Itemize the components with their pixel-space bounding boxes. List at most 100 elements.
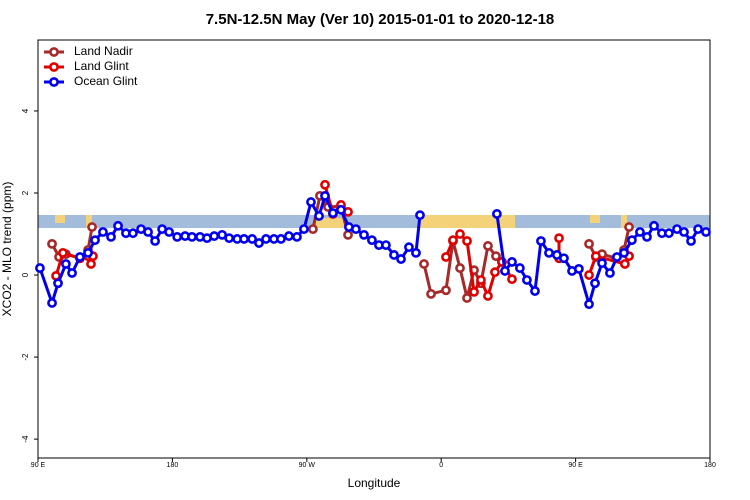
land-mask-band <box>38 215 710 228</box>
data-point <box>320 179 330 190</box>
data-point <box>490 267 500 278</box>
data-point <box>83 247 93 258</box>
data-point <box>58 247 68 258</box>
land-patch <box>316 218 346 228</box>
data-point <box>559 253 569 264</box>
land-patch <box>55 215 65 223</box>
land-patch <box>590 215 600 223</box>
legend-swatch <box>49 62 59 72</box>
y-tick-label: 2 <box>21 190 30 195</box>
data-point <box>612 252 622 262</box>
data-point <box>411 247 421 258</box>
data-point <box>320 190 330 201</box>
data-point <box>247 234 258 244</box>
data-point <box>164 227 175 237</box>
data-point <box>404 242 414 253</box>
data-point <box>619 247 629 258</box>
data-point <box>47 298 57 308</box>
data-point <box>441 285 451 296</box>
data-point <box>113 220 123 231</box>
legend-swatch <box>49 77 59 87</box>
data-point <box>664 228 674 239</box>
x-tick-label: 180 <box>167 462 179 469</box>
data-point <box>591 251 601 262</box>
data-point <box>514 263 525 273</box>
x-tick-label: 90 W <box>299 462 316 469</box>
data-point <box>47 238 57 249</box>
data-point <box>299 224 309 235</box>
data-point <box>554 233 564 244</box>
land-patch <box>420 215 515 228</box>
land-patch <box>86 215 92 228</box>
data-point <box>396 254 406 264</box>
data-point <box>67 268 77 278</box>
data-point <box>701 227 711 237</box>
legend-swatch <box>49 47 59 57</box>
data-point <box>448 235 458 246</box>
land-patch <box>621 215 627 228</box>
plot-frame <box>37 39 711 459</box>
legend-label: Ocean Glint <box>74 74 138 88</box>
data-point <box>536 236 546 246</box>
y-tick-label: 4 <box>21 108 30 113</box>
data-point <box>75 252 85 262</box>
data-point <box>455 263 465 273</box>
x-tick-label: 180 <box>704 462 716 469</box>
data-point <box>590 278 600 289</box>
data-point <box>224 233 235 244</box>
data-point <box>187 231 197 242</box>
y-tick-label: -4 <box>21 435 30 443</box>
data-point <box>172 231 183 242</box>
data-point <box>389 250 399 260</box>
y-axis-label: XCO2 - MLO trend (ppm) <box>0 182 14 317</box>
data-point <box>573 263 584 274</box>
data-point <box>381 240 391 251</box>
data-point <box>469 286 479 297</box>
data-point <box>150 236 160 246</box>
data-point <box>649 220 659 231</box>
chart-title: 7.5N-12.5N May (Ver 10) 2015-01-01 to 20… <box>206 11 555 28</box>
data-point <box>308 224 318 235</box>
legend-label: Land Glint <box>74 59 129 73</box>
data-point <box>343 229 353 240</box>
data-point <box>276 234 286 244</box>
data-point <box>254 238 264 248</box>
data-point <box>283 231 294 241</box>
x-tick-label: 90 E <box>568 462 583 469</box>
data-point <box>483 241 493 251</box>
data-point <box>642 231 652 242</box>
series-line <box>38 194 707 306</box>
data-point <box>367 235 377 246</box>
data-point <box>314 211 324 221</box>
data-point <box>507 274 517 285</box>
data-point <box>239 234 249 244</box>
data-point <box>679 227 689 237</box>
data-point <box>292 231 302 242</box>
data-point <box>522 275 532 285</box>
data-point <box>209 231 220 241</box>
x-tick-label: 90 E <box>31 462 46 469</box>
data-point <box>584 270 594 280</box>
data-point <box>619 259 630 269</box>
data-point <box>507 257 517 267</box>
data-point <box>306 197 316 207</box>
data-point <box>128 228 138 239</box>
data-point <box>462 236 472 246</box>
data-point <box>351 224 361 235</box>
data-point <box>143 227 153 237</box>
data-point <box>584 299 594 310</box>
data-point <box>491 251 501 262</box>
data-point <box>462 293 472 303</box>
data-point <box>693 224 703 235</box>
data-point <box>87 222 97 232</box>
data-point <box>476 275 486 285</box>
y-tick-label: 0 <box>21 272 30 277</box>
data-point <box>492 209 502 219</box>
data-point <box>419 259 429 269</box>
x-tick-label: 0 <box>439 462 443 469</box>
data-point <box>90 235 100 246</box>
data-point <box>426 289 436 299</box>
data-point <box>584 238 594 249</box>
